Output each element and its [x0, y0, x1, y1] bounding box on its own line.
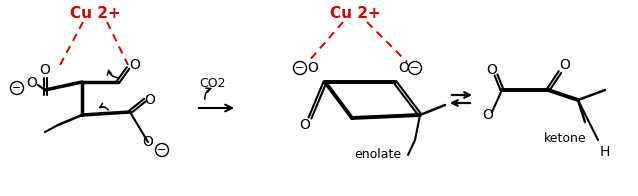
Text: O: O: [142, 135, 153, 149]
Text: O: O: [300, 118, 311, 132]
Text: O: O: [399, 61, 410, 75]
Text: O: O: [482, 108, 493, 122]
Text: O: O: [308, 61, 318, 75]
Text: O: O: [40, 63, 50, 77]
Text: O: O: [145, 93, 156, 107]
FancyArrowPatch shape: [100, 103, 108, 110]
Text: O: O: [487, 63, 498, 77]
Text: CO2: CO2: [200, 76, 226, 90]
Text: O: O: [130, 58, 140, 72]
Text: ketone: ketone: [544, 132, 586, 144]
Text: Cu 2+: Cu 2+: [330, 5, 380, 21]
FancyArrowPatch shape: [107, 70, 117, 78]
Text: Cu 2+: Cu 2+: [70, 5, 121, 21]
Text: enolate: enolate: [355, 149, 401, 162]
Text: −: −: [12, 83, 22, 93]
Text: −: −: [158, 145, 167, 155]
Text: −: −: [295, 63, 305, 73]
Text: O: O: [27, 76, 38, 90]
Text: H: H: [600, 145, 610, 159]
Text: O: O: [560, 58, 570, 72]
FancyArrowPatch shape: [205, 88, 211, 99]
Text: −: −: [410, 63, 420, 73]
